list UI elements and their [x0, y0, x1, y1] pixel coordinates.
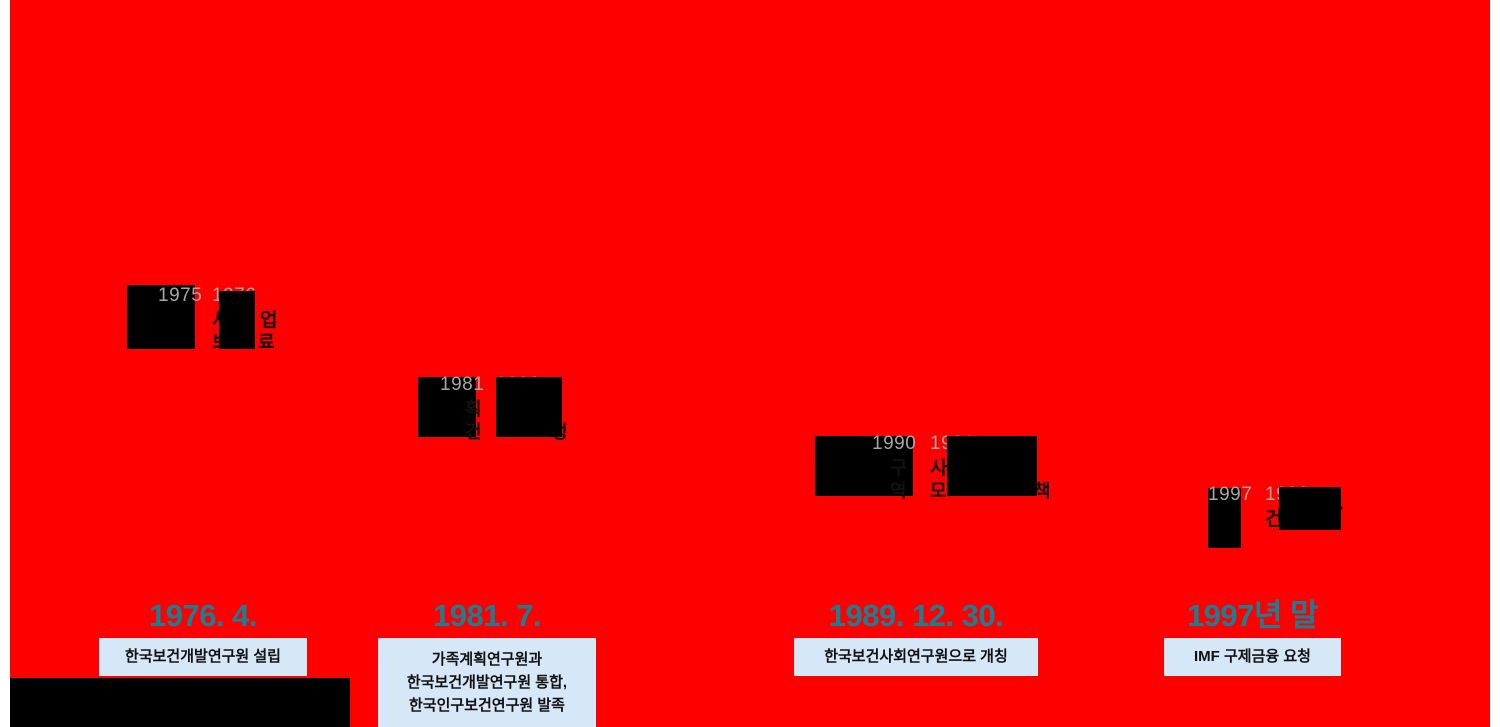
occlusion-box-1976: [219, 291, 255, 349]
marker-1981-line1-right: 획: [465, 399, 482, 419]
occlusion-box-1975: [127, 285, 195, 349]
timeline-marker-1991: 1991 사 모 책: [930, 434, 1052, 500]
callout-1997-date: 1997년 말: [1186, 598, 1319, 633]
occlusion-box-1990: [815, 436, 913, 496]
callout-1997-box[interactable]: IMF 구제금융 요청: [1164, 638, 1341, 676]
marker-1991-line2-left: 모: [930, 481, 947, 501]
timeline-marker-1997: 1997: [1208, 485, 1252, 548]
timeline-marker-1998: 1998 건: [1265, 485, 1347, 533]
marker-1976-line1-right: 업: [260, 310, 278, 331]
timeline-marker-1981: 1981 획 건: [418, 375, 484, 441]
marker-1981-line2-right: 건: [465, 422, 482, 442]
occlusion-bar-bottom-left: [10, 678, 350, 727]
callout-1981-date: 1981. 7.: [432, 598, 542, 633]
timeline-marker-1990: 1990 구 역: [815, 433, 927, 500]
occlusion-box-1981: [418, 377, 476, 437]
occlusion-box-1982: [496, 377, 562, 437]
marker-1976-line2-right: 료: [258, 332, 275, 352]
marker-1990-line1-right: 구: [890, 458, 908, 479]
callout-1976-box[interactable]: 한국보건개발연구원 설립: [99, 638, 307, 676]
timeline-arrow-icon: [1330, 497, 1343, 519]
year-label-1997: 1997: [1208, 484, 1253, 505]
year-label-1990: 1990: [872, 433, 917, 454]
occlusion-box-1991: [947, 436, 1037, 496]
timeline-marker-1976: 1976 사 업 보 료: [212, 285, 286, 352]
slide-background: [10, 0, 1490, 727]
timeline-marker-1975: 1975: [127, 285, 203, 349]
callout-1981-box[interactable]: 가족계획연구원과 한국보건개발연구원 통합, 한국인구보건연구원 발족: [378, 638, 596, 727]
marker-1998-line1-left: 건: [1265, 509, 1283, 530]
marker-1991-line1-left: 사: [930, 458, 948, 479]
occlusion-box-1997: [1208, 488, 1241, 548]
marker-1991-line2-right: 책: [1034, 481, 1051, 501]
timeline-marker-1982: 1982 정: [496, 375, 568, 441]
callout-1976-date: 1976. 4.: [148, 598, 258, 633]
year-label-1975: 1975: [158, 285, 203, 306]
callout-1989-box[interactable]: 한국보건사회연구원으로 개칭: [794, 638, 1038, 676]
marker-1990-line2-right: 역: [890, 481, 907, 501]
callout-1989-date: 1989. 12. 30.: [828, 598, 1004, 633]
year-label-1981: 1981: [440, 374, 485, 395]
